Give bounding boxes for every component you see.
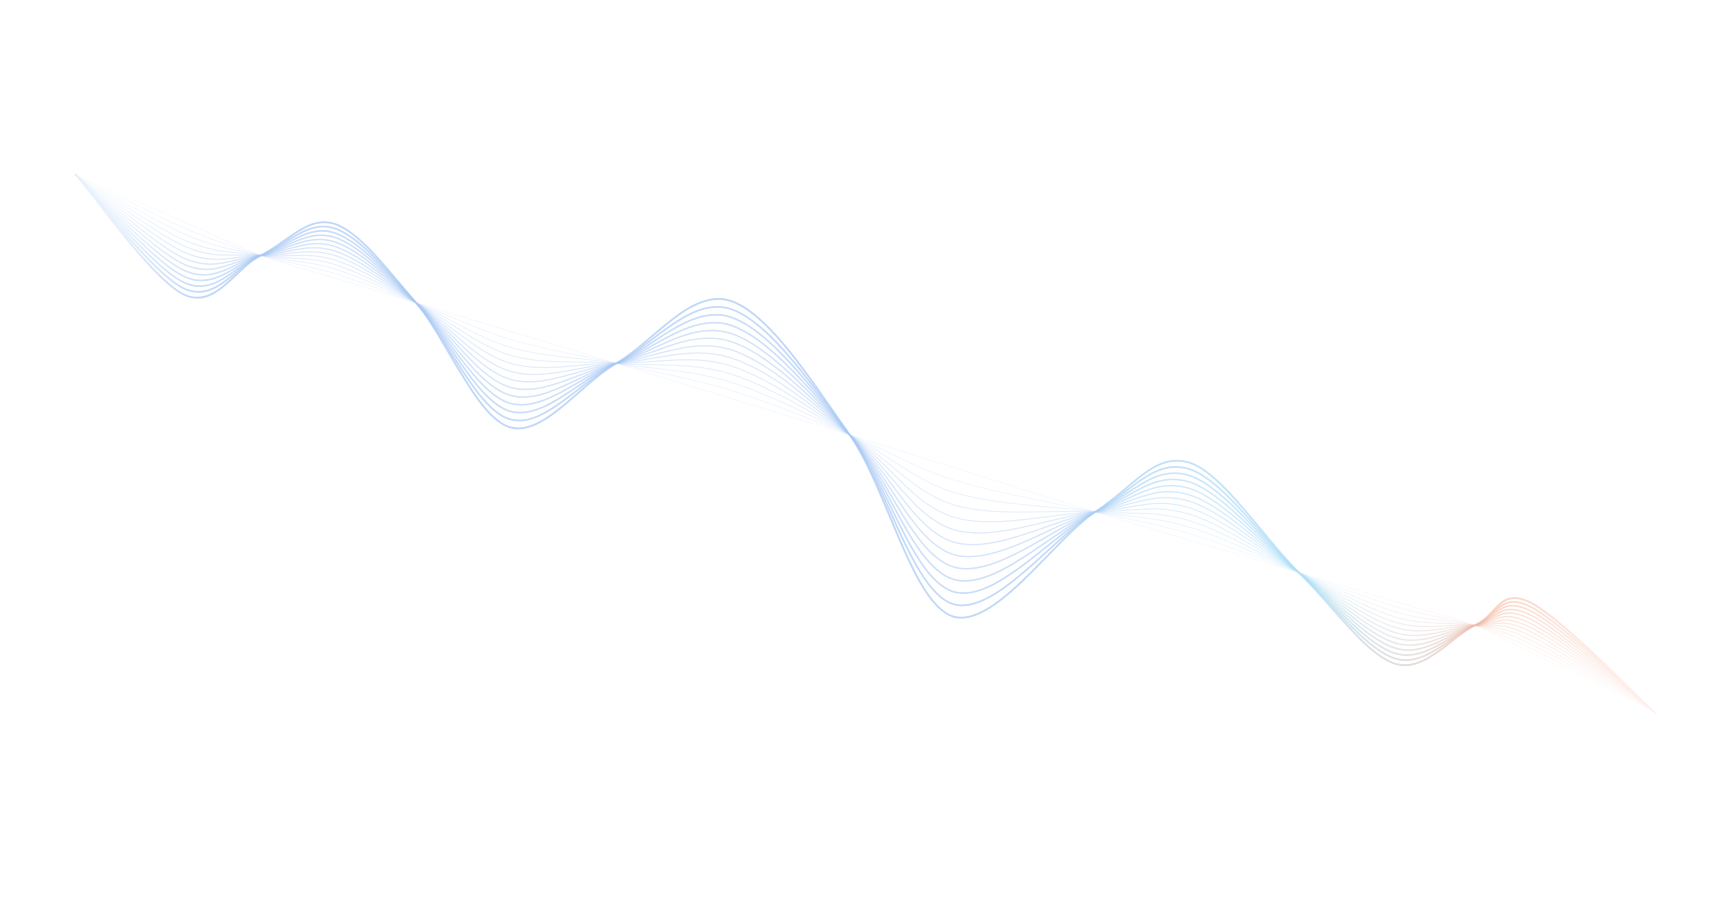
wave-line xyxy=(74,173,1657,714)
wave-line xyxy=(74,173,1658,715)
wave-lines xyxy=(74,173,1658,715)
wave-line xyxy=(74,173,1657,714)
wave-line xyxy=(74,173,1657,714)
